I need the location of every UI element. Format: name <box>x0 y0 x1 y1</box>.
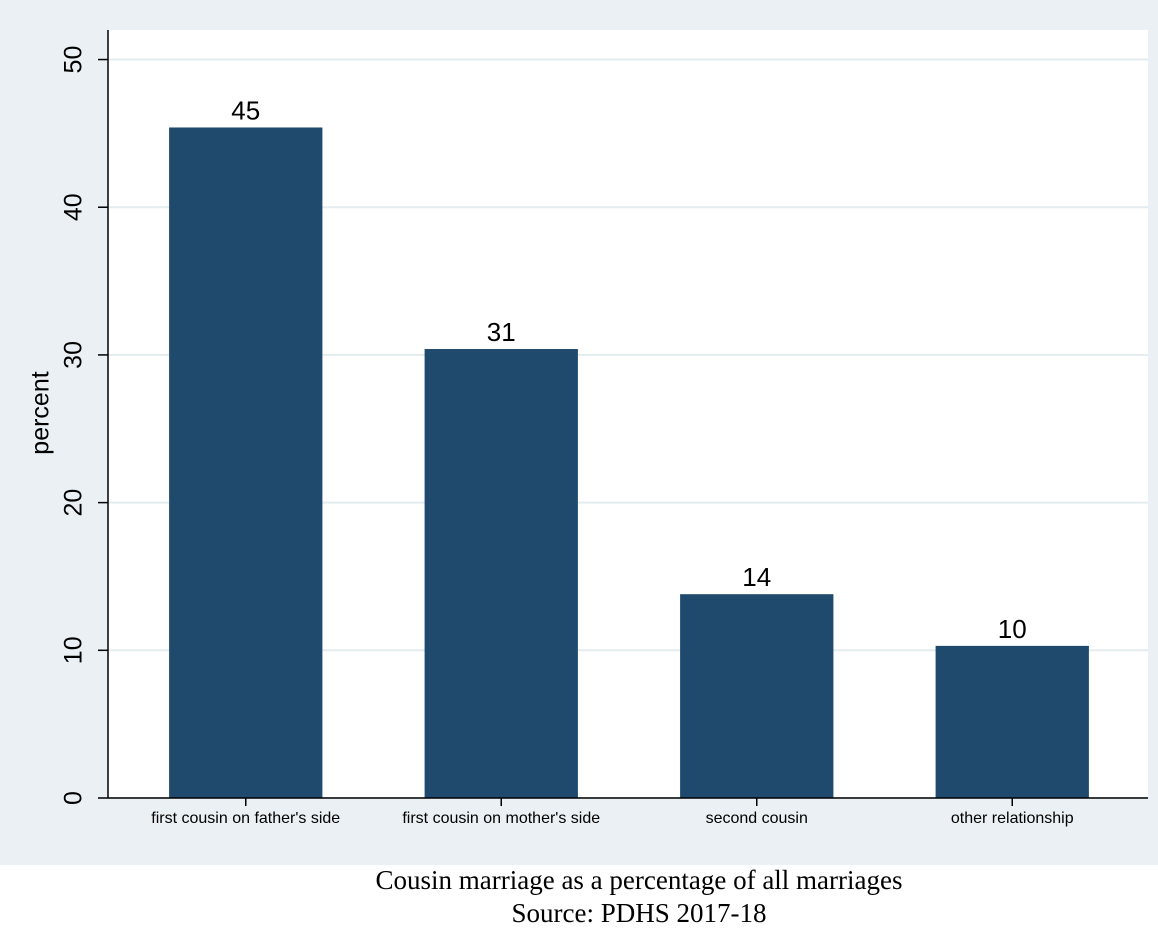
y-tick-label: 0 <box>60 791 88 805</box>
bar <box>169 127 323 798</box>
y-tick-label: 50 <box>60 46 88 74</box>
y-tick-label: 10 <box>60 636 88 664</box>
caption: Cousin marriage as a percentage of all m… <box>375 865 902 895</box>
x-tick-label: first cousin on father's side <box>151 810 340 827</box>
x-tick-label: second cousin <box>706 810 808 827</box>
x-tick-label: first cousin on mother's side <box>402 810 600 827</box>
caption: Source: PDHS 2017-18 <box>512 898 767 928</box>
value-label: 14 <box>742 562 771 592</box>
bar <box>680 594 834 798</box>
value-label: 31 <box>487 317 516 347</box>
y-axis-label: percent <box>27 371 55 454</box>
y-tick-label: 40 <box>60 193 88 221</box>
bar <box>935 645 1089 798</box>
y-tick-label: 20 <box>60 489 88 517</box>
y-tick-label: 30 <box>60 341 88 369</box>
x-tick-label: other relationship <box>951 810 1074 827</box>
value-label: 10 <box>998 614 1027 644</box>
value-label: 45 <box>231 95 260 125</box>
bar <box>424 349 578 798</box>
